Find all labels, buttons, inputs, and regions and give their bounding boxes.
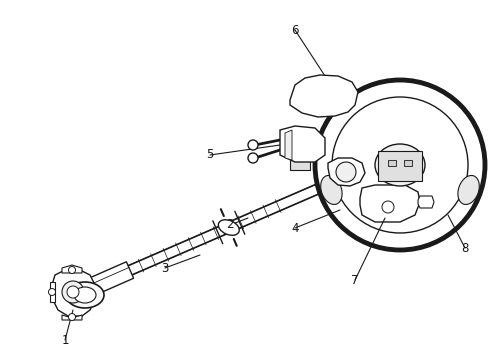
Circle shape [69,314,75,320]
Text: 8: 8 [461,242,469,255]
Ellipse shape [320,175,342,204]
Polygon shape [62,265,82,273]
Ellipse shape [458,175,479,204]
Circle shape [336,162,356,182]
Circle shape [248,140,258,150]
Polygon shape [76,262,134,300]
Polygon shape [290,160,310,170]
Circle shape [248,153,258,163]
Text: 7: 7 [351,274,359,287]
Polygon shape [360,185,420,222]
Polygon shape [280,126,325,162]
Text: 5: 5 [206,148,214,162]
Polygon shape [418,196,434,208]
Circle shape [62,281,84,303]
Polygon shape [50,282,55,302]
Text: 3: 3 [161,261,169,274]
Ellipse shape [66,282,104,308]
Ellipse shape [70,284,91,300]
Circle shape [382,201,394,213]
Polygon shape [290,75,358,117]
Polygon shape [378,151,422,181]
Polygon shape [388,160,396,166]
Polygon shape [52,270,95,316]
Polygon shape [285,130,292,160]
Text: 2: 2 [226,219,234,231]
Polygon shape [404,160,412,166]
Text: 4: 4 [291,221,299,234]
Text: 1: 1 [61,333,69,346]
Circle shape [69,266,75,274]
Circle shape [49,288,55,296]
Polygon shape [78,183,322,297]
Circle shape [332,97,468,233]
Ellipse shape [74,287,96,303]
Polygon shape [328,158,365,186]
Circle shape [67,286,79,298]
Ellipse shape [375,144,425,186]
Text: 6: 6 [291,23,299,36]
Circle shape [315,80,485,250]
Polygon shape [62,315,82,320]
Ellipse shape [219,220,239,235]
